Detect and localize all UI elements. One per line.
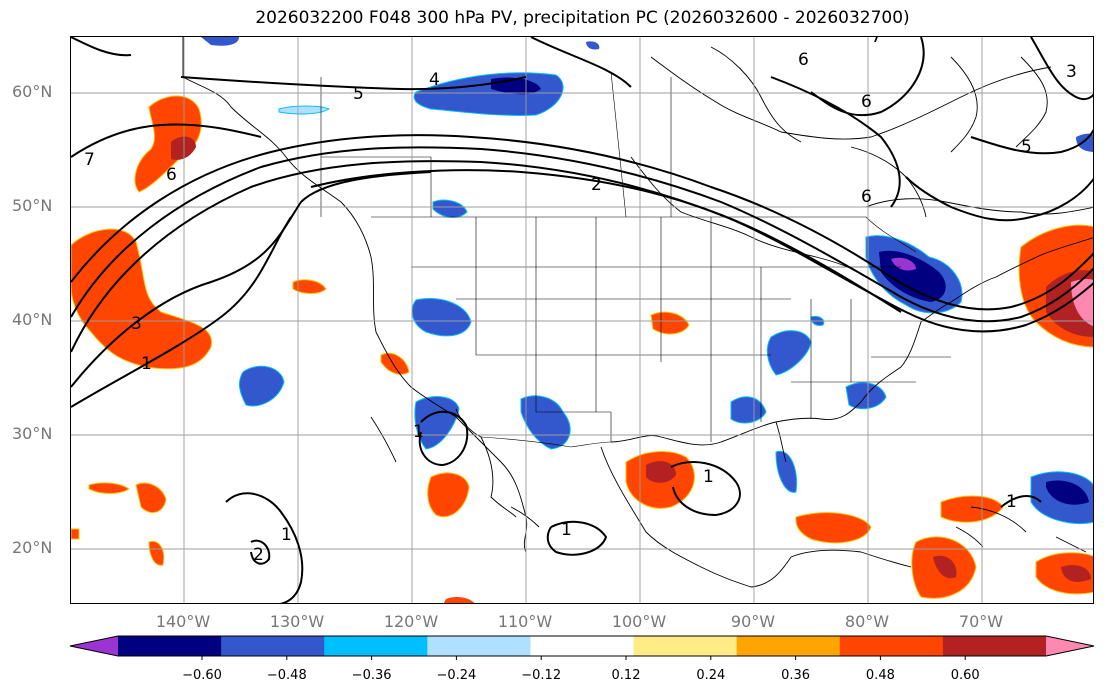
colorbar-segment <box>427 636 531 656</box>
pv-label: 6 <box>861 92 872 112</box>
lon-label-70w: 70°W <box>958 612 1004 631</box>
colorbar-segment <box>942 636 1047 656</box>
pv-label: 7 <box>84 150 95 170</box>
pv-label: 1 <box>703 467 714 487</box>
pv-label: 1 <box>1006 492 1017 512</box>
pv-label: 5 <box>1021 137 1032 157</box>
colorbar-tick-label: 0.60 <box>950 668 980 683</box>
pv-label: 3 <box>131 314 142 334</box>
lon-label-100w: 100°W <box>611 612 667 631</box>
colorbar-tick-label: 0.48 <box>865 668 895 683</box>
colorbar-tick-label: 0.36 <box>781 668 811 683</box>
map-canvas: 4 5 2 7 6 3 1 1 1 1 2 1 6 6 6 7 5 3 1 <box>71 37 1093 603</box>
colorbar-tick-label: 0.24 <box>696 668 726 683</box>
lat-lon-gridlines <box>71 37 1093 603</box>
lon-label-130w: 130°W <box>269 612 325 631</box>
colorbar-segment <box>530 636 635 656</box>
colorbar-tick-label: −0.24 <box>436 668 477 683</box>
precipitation-shading <box>71 37 1093 603</box>
pv-label: 4 <box>429 70 440 90</box>
lat-label-60n: 60°N <box>12 82 53 101</box>
pv-label: 6 <box>166 165 177 185</box>
colorbar-tick-label: −0.60 <box>182 668 222 683</box>
pv-label: 6 <box>861 187 872 207</box>
pv-contours <box>71 37 1093 603</box>
colorbar-segment <box>736 636 841 656</box>
lat-label-40n: 40°N <box>12 310 53 329</box>
lat-label-30n: 30°N <box>12 424 53 443</box>
colorbar-segment <box>839 636 944 656</box>
political-boundaries <box>320 71 951 448</box>
pv-label: 2 <box>591 175 602 195</box>
lon-label-110w: 110°W <box>497 612 553 631</box>
lon-label-80w: 80°W <box>844 612 890 631</box>
pv-label: 1 <box>281 525 292 545</box>
coastlines <box>182 37 1093 588</box>
pv-label: 2 <box>253 545 264 565</box>
pv-label: 7 <box>871 37 882 47</box>
colorbar-segment <box>118 636 222 656</box>
lon-label-120w: 120°W <box>383 612 439 631</box>
pv-label: 3 <box>1066 62 1077 82</box>
lon-label-90w: 90°W <box>730 612 776 631</box>
lat-label-50n: 50°N <box>12 196 53 215</box>
colorbar-tick-label: 0.12 <box>611 668 641 683</box>
pv-label: 1 <box>413 422 424 442</box>
colorbar-tick-label: −0.36 <box>351 668 392 683</box>
lat-label-20n: 20°N <box>12 538 53 557</box>
pv-label: 6 <box>798 50 809 70</box>
colorbar <box>69 635 1095 660</box>
colorbar-tick-label: −0.48 <box>266 668 307 683</box>
colorbar-extend-high <box>1046 636 1094 656</box>
colorbar-outline <box>69 635 1095 657</box>
colorbar-segment <box>633 636 738 656</box>
pv-label: 5 <box>353 84 364 104</box>
map-panel[interactable]: 4 5 2 7 6 3 1 1 1 1 2 1 6 6 6 7 5 3 1 <box>70 36 1094 604</box>
colorbar-segment <box>221 636 325 656</box>
lon-label-140w: 140°W <box>155 612 211 631</box>
pv-contour-labels: 4 5 2 7 6 3 1 1 1 1 2 1 6 6 6 7 5 3 1 <box>84 37 1077 565</box>
pv-label: 1 <box>141 354 152 374</box>
map-title: 2026032200 F048 300 hPa PV, precipitatio… <box>255 8 910 28</box>
colorbar-extend-low <box>70 636 118 656</box>
colorbar-segment <box>324 636 428 656</box>
pv-label: 1 <box>561 520 572 540</box>
colorbar-tick-label: −0.12 <box>521 668 562 683</box>
